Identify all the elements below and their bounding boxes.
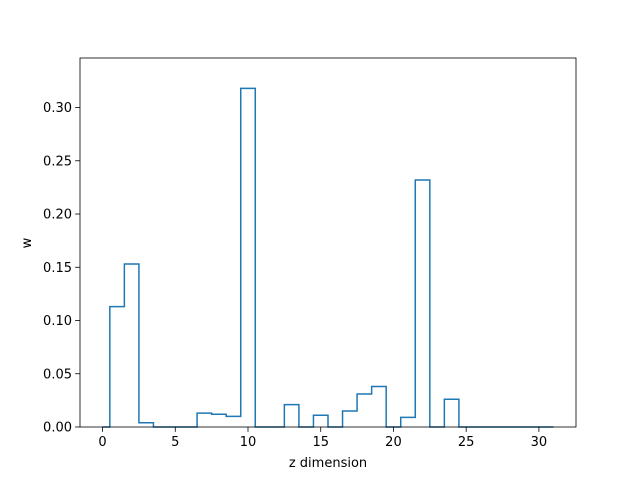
- axes-frame: [79, 57, 577, 428]
- y-axis-label: w: [20, 237, 35, 248]
- y-tick-label: 0.25: [43, 154, 72, 169]
- plot-area: [79, 57, 577, 428]
- x-tick-label: 0: [98, 435, 106, 450]
- y-tick-label: 0.00: [43, 421, 72, 436]
- x-tick-label: 30: [531, 435, 548, 450]
- x-tick-label: 25: [458, 435, 475, 450]
- y-tick-label: 0.30: [43, 101, 72, 116]
- x-axis-label: z dimension: [289, 456, 367, 471]
- x-tick-label: 10: [240, 435, 257, 450]
- x-tick-label: 5: [171, 435, 179, 450]
- y-tick-label: 0.10: [43, 314, 72, 329]
- axis-ticks: 0 5 10 15 20 25 30 0.00 0.05 0.10 0.15 0.20 0.25 0.30: [43, 101, 547, 450]
- x-tick-label: 15: [312, 435, 329, 450]
- y-tick-label: 0.15: [43, 261, 72, 276]
- x-tick-label: 20: [385, 435, 402, 450]
- y-tick-label: 0.05: [43, 367, 72, 382]
- y-tick-label: 0.20: [43, 208, 72, 223]
- axes-background: [80, 58, 576, 427]
